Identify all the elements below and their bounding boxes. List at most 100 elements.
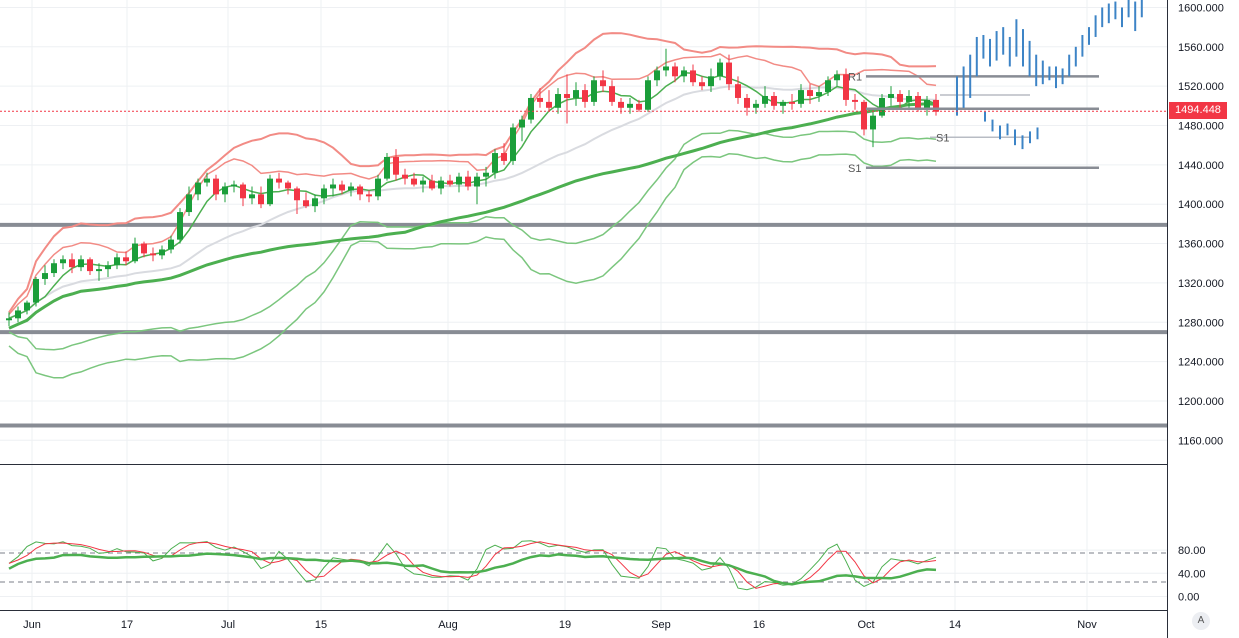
candle-body-63 <box>573 90 579 98</box>
candle-body-76 <box>690 70 696 83</box>
candle-body-30 <box>276 178 282 183</box>
candle-66 <box>600 70 606 93</box>
time-tick-0: Jun <box>23 619 41 631</box>
price-tick-0: 1160.000 <box>1178 435 1223 447</box>
candle-body-55 <box>501 153 507 161</box>
candle-37 <box>339 180 345 195</box>
candle-25 <box>231 180 237 193</box>
candle-10 <box>96 263 102 281</box>
candle-60 <box>546 90 552 112</box>
auto-scale-button[interactable]: A <box>1192 612 1210 630</box>
candle-body-19 <box>177 212 183 240</box>
candle-40 <box>366 190 372 203</box>
price-tick-5: 1360.000 <box>1178 239 1224 251</box>
time-tick-2: Jul <box>221 619 235 631</box>
candle-body-102 <box>924 99 930 110</box>
candle-body-89 <box>807 90 813 96</box>
candle-61 <box>555 88 561 114</box>
slow-moving-average <box>8 102 937 330</box>
candle-27 <box>249 186 255 205</box>
candle-body-96 <box>870 115 876 130</box>
candle-body-20 <box>186 194 192 213</box>
candle-body-70 <box>636 103 642 110</box>
candle-33 <box>303 192 309 209</box>
candle-30 <box>276 172 282 189</box>
candle-9 <box>87 257 93 276</box>
candle-body-82 <box>744 97 750 108</box>
candle-body-64 <box>582 90 588 102</box>
candle-body-4 <box>42 273 48 279</box>
candle-body-9 <box>87 259 93 272</box>
candle-3 <box>33 276 39 307</box>
candle-84 <box>762 86 768 108</box>
candle-body-48 <box>438 180 444 189</box>
candle-67 <box>609 80 615 106</box>
outer-lower-band <box>8 153 937 379</box>
candle-body-23 <box>213 178 219 195</box>
candle-51 <box>465 170 471 191</box>
candle-body-51 <box>465 176 471 187</box>
candle-94 <box>852 94 858 110</box>
candle-body-44 <box>402 174 408 179</box>
candle-20 <box>186 186 192 217</box>
candle-body-1 <box>15 310 21 319</box>
candle-body-86 <box>780 101 786 106</box>
candle-102 <box>924 95 930 116</box>
candle-body-94 <box>852 99 858 102</box>
price-tick-4: 1320.000 <box>1178 278 1224 290</box>
candle-85 <box>771 92 777 110</box>
candle-body-46 <box>420 180 426 185</box>
candle-54 <box>492 149 498 179</box>
candle-74 <box>672 62 678 83</box>
time-tick-9: 14 <box>949 619 961 631</box>
candle-28 <box>258 186 264 209</box>
candle-body-11 <box>105 265 111 270</box>
candle-body-103 <box>933 99 939 112</box>
candle-65 <box>591 76 597 106</box>
candle-52 <box>474 172 480 205</box>
candle-body-100 <box>906 95 912 102</box>
candle-70 <box>636 99 642 112</box>
candle-body-52 <box>474 176 480 187</box>
candle-14 <box>132 237 138 264</box>
candle-92 <box>834 70 840 87</box>
candle-body-34 <box>312 198 318 207</box>
forecast-bars <box>956 0 1143 150</box>
candle-body-5 <box>51 263 57 274</box>
candle-18 <box>168 235 174 254</box>
candle-body-31 <box>285 182 291 189</box>
candle-23 <box>213 174 219 201</box>
price-tick-8: 1480.000 <box>1178 121 1224 133</box>
pivot-label-s1: S1 <box>848 163 861 175</box>
price-tick-7: 1440.000 <box>1178 160 1224 172</box>
candle-body-8 <box>78 259 84 268</box>
candle-body-101 <box>915 95 921 110</box>
candle-38 <box>348 182 354 197</box>
price-tick-2: 1240.000 <box>1178 357 1224 369</box>
time-tick-1: 17 <box>121 619 133 631</box>
candle-82 <box>744 94 750 116</box>
candle-73 <box>663 48 669 77</box>
candle-body-58 <box>528 97 534 120</box>
candle-86 <box>780 99 786 114</box>
candle-6 <box>60 255 66 270</box>
candle-body-61 <box>555 94 561 108</box>
last-price-tag: 1494.448 <box>1169 102 1227 119</box>
candle-body-15 <box>141 243 147 254</box>
candle-body-71 <box>645 80 651 110</box>
candle-31 <box>285 180 291 195</box>
candle-47 <box>429 174 435 191</box>
candle-body-87 <box>789 101 795 104</box>
candle-body-65 <box>591 80 597 102</box>
candle-58 <box>528 94 534 124</box>
candle-body-85 <box>771 95 777 106</box>
candle-body-81 <box>735 84 741 98</box>
candle-body-43 <box>393 156 399 175</box>
candle-body-83 <box>753 103 759 108</box>
candle-body-68 <box>618 101 624 108</box>
candle-body-84 <box>762 95 768 104</box>
candle-39 <box>357 184 363 201</box>
candle-body-98 <box>888 94 894 98</box>
candle-body-36 <box>330 184 336 189</box>
